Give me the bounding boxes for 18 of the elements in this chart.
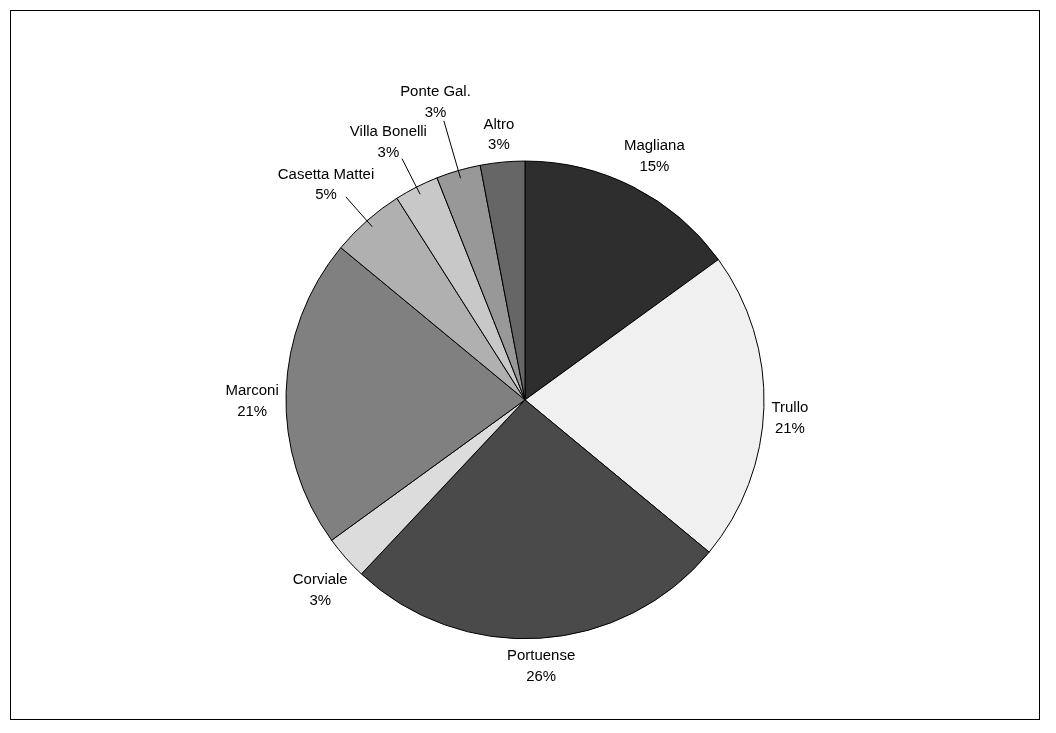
data-label: 3%	[424, 103, 447, 121]
slice-label: Trullo	[771, 398, 809, 416]
data-label: 21%	[774, 419, 805, 437]
slice-label: Corviale	[292, 570, 348, 588]
data-label: 3%	[377, 143, 400, 161]
slice-label: Casetta Mattei	[277, 164, 375, 182]
slice-label: Ponte Gal.	[400, 82, 471, 100]
slice-label: Magliana	[624, 136, 686, 154]
data-label: 3%	[309, 591, 332, 609]
slice-label: Altro	[483, 114, 515, 132]
data-label: 21%	[237, 402, 268, 420]
data-label: 3%	[488, 135, 510, 153]
slice-label: Villa Bonelli	[349, 122, 427, 140]
slice-label: Portuense	[507, 646, 576, 664]
data-label: 5%	[315, 185, 337, 203]
slice-label: Marconi	[225, 381, 279, 399]
data-label: 26%	[526, 667, 557, 685]
data-label: 15%	[639, 157, 670, 175]
